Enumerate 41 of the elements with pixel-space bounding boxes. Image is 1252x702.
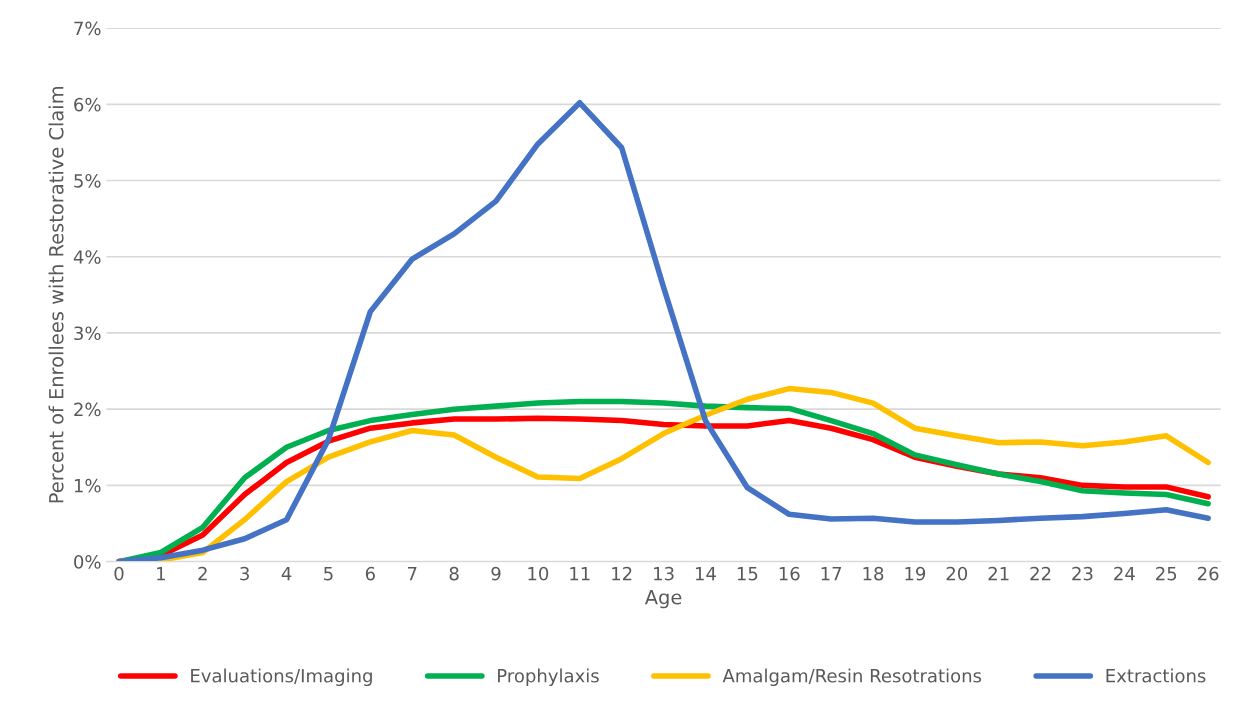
- x-tick-label: 1: [157, 567, 165, 581]
- x-tick-label: 22: [1030, 566, 1051, 581]
- y-axis-title: Percent of Enrollees with Restorative Claim: [48, 87, 64, 503]
- x-tick-label: 20: [946, 566, 968, 581]
- x-tick-label: 18: [863, 566, 884, 581]
- x-tick-label: 11: [570, 567, 590, 581]
- x-tick-label: 26: [1197, 566, 1219, 581]
- x-tick-label: 21: [988, 566, 1009, 581]
- y-tick-label: 5%: [74, 173, 101, 188]
- legend-label: Prophylaxis: [498, 668, 599, 687]
- x-axis-title: Age: [644, 590, 682, 609]
- x-tick-label: 4: [281, 567, 292, 581]
- x-tick-label: 9: [491, 566, 501, 581]
- y-tick-label: 4%: [73, 250, 101, 264]
- x-tick-label: 0: [114, 566, 124, 581]
- legend-label: Amalgam/Resin Resotrations: [722, 668, 982, 687]
- y-tick-label: 1%: [74, 478, 101, 493]
- x-tick-label: 6: [365, 566, 375, 581]
- y-tick-label: 6%: [74, 97, 101, 112]
- x-tick-label: 3: [240, 566, 249, 581]
- legend-label: Extractions: [1106, 668, 1206, 683]
- x-tick-label: 2: [198, 566, 207, 581]
- x-tick-label: 12: [612, 566, 632, 581]
- x-tick-label: 24: [1114, 566, 1135, 581]
- x-tick-label: 10: [528, 566, 549, 581]
- x-tick-label: 16: [779, 566, 800, 581]
- x-tick-label: 5: [324, 567, 333, 581]
- y-tick-label: 7%: [74, 21, 101, 36]
- y-tick-label: 0%: [74, 555, 101, 569]
- x-tick-label: 19: [905, 566, 926, 581]
- x-tick-label: 23: [1072, 566, 1093, 581]
- legend-label: Evaluations/Imaging: [191, 668, 372, 687]
- x-tick-label: 14: [695, 567, 716, 581]
- x-tick-label: 7: [407, 567, 417, 581]
- x-tick-label: 17: [821, 567, 842, 581]
- y-tick-label: 3%: [74, 326, 101, 341]
- y-tick-label: 2%: [74, 402, 101, 417]
- x-tick-label: 8: [449, 566, 459, 581]
- x-tick-label: 13: [654, 566, 674, 581]
- x-tick-label: 15: [737, 567, 758, 581]
- x-tick-label: 25: [1156, 566, 1177, 581]
